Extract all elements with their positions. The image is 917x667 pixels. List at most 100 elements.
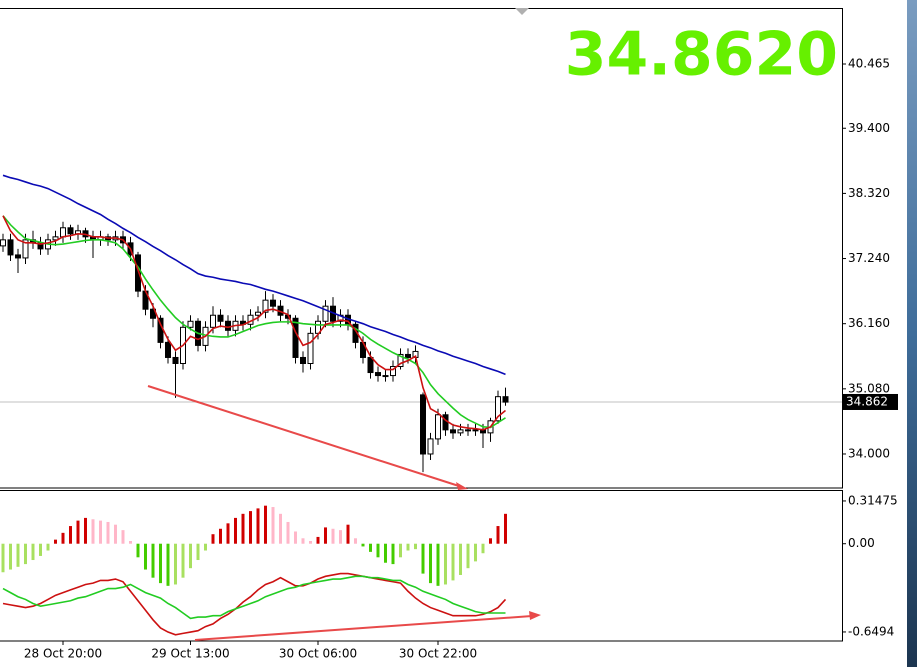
- histogram-bar: [166, 543, 170, 586]
- histogram-bar: [91, 519, 95, 544]
- candle-body: [255, 311, 261, 316]
- candle-body: [397, 353, 404, 368]
- histogram-bar: [286, 521, 290, 544]
- histogram-bar: [84, 517, 87, 544]
- divergence-line: [194, 615, 533, 641]
- histogram-bar: [466, 543, 470, 569]
- histogram-bar: [481, 543, 485, 554]
- candle-body: [307, 332, 314, 364]
- candle-body: [135, 254, 141, 292]
- histogram-bar: [24, 543, 27, 565]
- candle-body: [262, 299, 269, 313]
- x-tick-label: 30 Oct 22:00: [399, 647, 477, 661]
- candle-body: [322, 305, 329, 322]
- histogram-bar: [436, 543, 440, 586]
- histogram-bar: [504, 513, 507, 544]
- histogram-bar: [39, 543, 42, 556]
- histogram-bar: [46, 543, 50, 551]
- y-tick-label: 40.465: [848, 57, 890, 71]
- candle-body: [367, 356, 374, 374]
- histogram-bar: [459, 543, 462, 575]
- moving-average-line: [2, 215, 507, 431]
- histogram-bar: [151, 543, 155, 578]
- candle-body: [375, 372, 381, 377]
- candle-body: [300, 356, 306, 364]
- histogram-bar: [489, 538, 492, 544]
- histogram-bar: [376, 543, 380, 558]
- candle-body: [435, 414, 441, 440]
- y-tick-label: 39.400: [848, 121, 890, 135]
- histogram-bar: [226, 523, 230, 544]
- histogram-bar: [69, 526, 72, 544]
- candle-body: [442, 414, 449, 431]
- histogram-bar: [196, 543, 200, 561]
- candle-body: [495, 396, 501, 422]
- y-tick-label: 38.320: [848, 186, 890, 200]
- histogram-bar: [174, 543, 177, 585]
- price-display: 34.8620: [565, 20, 838, 90]
- divergence-arrowhead: [456, 482, 468, 490]
- histogram-bar: [339, 530, 342, 544]
- histogram-bar: [144, 543, 147, 570]
- histogram-bar: [234, 517, 237, 544]
- main-panel-frame: [0, 8, 843, 489]
- histogram-bar: [129, 541, 132, 544]
- candle-body: [67, 227, 74, 235]
- candle-body: [52, 236, 59, 241]
- histogram-bar: [369, 543, 372, 552]
- x-tick-label: 30 Oct 06:00: [279, 647, 357, 661]
- indicator-panel-frame: [0, 490, 843, 642]
- candle-body: [15, 254, 21, 259]
- histogram-bar: [474, 543, 477, 562]
- candle-body: [172, 356, 179, 364]
- histogram-bar: [99, 520, 102, 544]
- histogram-bar: [451, 543, 455, 581]
- y-tick-label: 0.00: [848, 536, 875, 550]
- plot-layer: 34.000 35.080 36.160 37.240 38.320 39.400 40.4…: [0, 57, 898, 661]
- candle-body: [405, 353, 411, 358]
- candle-body: [187, 320, 194, 328]
- histogram-bar: [294, 531, 297, 544]
- moving-average-line: [2, 215, 506, 429]
- histogram-bar: [421, 543, 425, 574]
- histogram-bar: [211, 534, 215, 544]
- histogram-bar: [181, 543, 185, 578]
- divergence-arrowhead: [529, 611, 541, 620]
- x-tick-label: 29 Oct 13:00: [151, 647, 229, 661]
- y-tick-label: 35.080: [848, 381, 890, 395]
- histogram-bar: [384, 543, 387, 563]
- candle-body: [472, 429, 479, 432]
- histogram-bar: [309, 541, 312, 544]
- histogram-bar: [264, 505, 267, 544]
- current-price-label: 34.862: [846, 394, 888, 408]
- histogram-bar: [346, 524, 350, 544]
- candle-body: [420, 394, 426, 455]
- candle-body: [450, 429, 456, 434]
- candle-body: [502, 396, 509, 403]
- histogram-bar: [9, 543, 12, 570]
- indicator-line: [2, 575, 506, 620]
- histogram-bar: [106, 521, 110, 544]
- indicator-line: [2, 572, 507, 636]
- candle-body: [165, 341, 171, 358]
- histogram-bar: [159, 543, 162, 584]
- histogram-bar: [279, 513, 282, 544]
- histogram-bar: [204, 543, 207, 551]
- histogram-bar: [61, 532, 65, 544]
- histogram-bar: [76, 520, 80, 544]
- histogram-bar: [324, 527, 327, 544]
- histogram-bar: [241, 513, 245, 544]
- candle-body: [7, 239, 14, 256]
- candle-body: [217, 314, 224, 322]
- y-tick-label: 36.160: [848, 316, 890, 330]
- candle-body: [60, 227, 66, 238]
- candle-body: [22, 239, 29, 259]
- histogram-bar: [121, 530, 125, 544]
- histogram-bar: [189, 543, 192, 569]
- histogram-bar: [31, 543, 35, 561]
- candle-body: [292, 317, 299, 358]
- histogram-bar: [271, 507, 275, 544]
- histogram-bar: [354, 538, 357, 544]
